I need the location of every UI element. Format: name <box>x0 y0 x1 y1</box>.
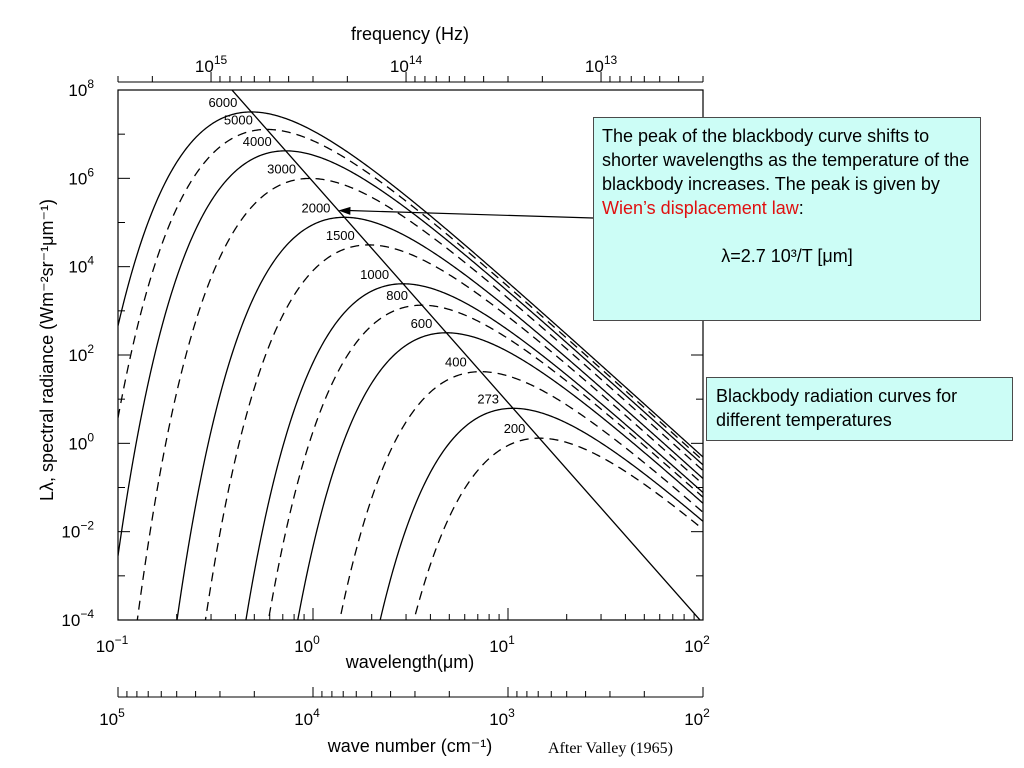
freq-tick-label: 1013 <box>585 53 618 76</box>
curve-label-3000: 3000 <box>267 161 296 176</box>
curve-label-4000: 4000 <box>243 134 272 149</box>
curves-callout: Blackbody radiation curves for different… <box>706 377 1013 441</box>
ticks-layer <box>117 72 704 698</box>
wien-law-link[interactable]: Wien’s displacement law <box>602 198 799 218</box>
curve-label-400: 400 <box>445 355 467 370</box>
curve-600 <box>297 332 703 620</box>
wavenumber-tick-label: 103 <box>489 706 515 729</box>
wien-callout-colon: : <box>798 198 804 218</box>
curve-1500 <box>204 244 703 620</box>
freq-tick-label: 1015 <box>195 53 228 76</box>
y-axis-label: Lλ, spectral radiance (Wm⁻²sr⁻¹μm⁻¹) <box>37 199 57 501</box>
y-tick-label: 106 <box>68 165 94 188</box>
y-tick-label: 10−4 <box>61 607 94 630</box>
wavenumber-tick-label: 105 <box>99 706 125 729</box>
curve-400 <box>339 371 703 620</box>
x-tick-label: 10−1 <box>96 633 129 656</box>
curve-1000 <box>245 283 703 620</box>
labels-layer: 10−1 100 101 102 108 106 104 102 100 10−2 10−4 1015… <box>61 53 710 729</box>
curve-4000 <box>118 150 703 556</box>
y-tick-label: 108 <box>68 77 94 100</box>
wien-callout-text: The peak of the blackbody curve shifts t… <box>602 126 970 194</box>
x-axis-label: wavelength(μm) <box>345 652 474 672</box>
curve-label-2000: 2000 <box>301 200 330 215</box>
freq-tick-label: 1014 <box>390 53 423 76</box>
callout-arrowhead <box>338 206 351 215</box>
curve-5000 <box>118 128 703 462</box>
top-axis-label: frequency (Hz) <box>351 24 469 44</box>
curve-label-600: 600 <box>411 316 433 331</box>
x-tick-label: 102 <box>684 633 710 656</box>
y-tick-label: 100 <box>68 430 94 453</box>
curve-273 <box>379 407 703 620</box>
wavenumber-tick-label: 102 <box>684 706 710 729</box>
curves-layer <box>118 90 703 620</box>
y-tick-label: 10−2 <box>61 519 94 542</box>
curve-6000 <box>118 111 703 458</box>
wavenumber-tick-label: 104 <box>294 706 320 729</box>
curve-label-800: 800 <box>386 288 408 303</box>
callout-arrow <box>348 209 594 219</box>
curve-label-6000: 6000 <box>208 95 237 110</box>
curve-label-1500: 1500 <box>326 228 355 243</box>
wien-formula: λ=2.7 10³/T [μm] <box>721 246 853 266</box>
curve-label-1000: 1000 <box>360 267 389 282</box>
curves-callout-text: Blackbody radiation curves for different… <box>716 386 958 430</box>
x-tick-label: 101 <box>489 633 515 656</box>
curve-label-5000: 5000 <box>224 112 253 127</box>
source-credit: After Valley (1965) <box>548 740 673 757</box>
wien-line <box>231 90 701 620</box>
curve-label-273: 273 <box>477 391 499 406</box>
curve-800 <box>267 304 703 620</box>
y-tick-label: 102 <box>68 342 94 365</box>
curve-2000 <box>176 216 703 620</box>
curve-3000 <box>136 177 703 620</box>
x-tick-label: 100 <box>294 633 320 656</box>
curve-label-200: 200 <box>504 421 526 436</box>
wavenumber-axis-label: wave number (cm⁻¹) <box>327 736 493 756</box>
curve-200 <box>413 437 703 620</box>
wien-callout: The peak of the blackbody curve shifts t… <box>593 117 981 321</box>
y-tick-label: 104 <box>68 254 94 277</box>
